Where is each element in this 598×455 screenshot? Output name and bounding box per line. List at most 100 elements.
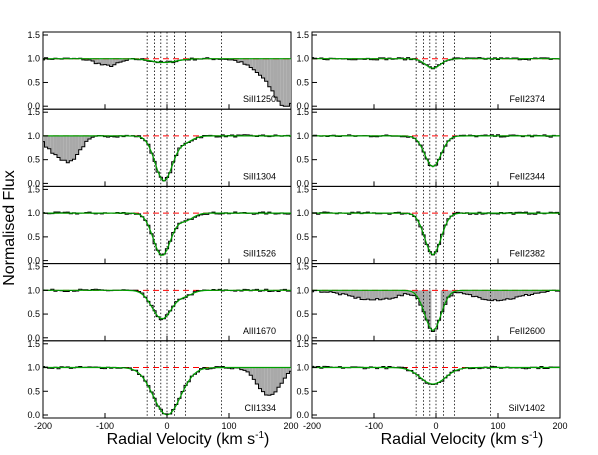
blend-fill [375,290,379,299]
blend-fill [511,290,516,299]
y-tick-label: 0.5 [27,309,40,319]
x-tick-label: 0 [164,421,169,431]
blend-fill [546,290,550,292]
model-fit [43,212,291,257]
model-fit [43,135,291,182]
y-tick-label: 0.5 [27,386,40,396]
data-spectrum [312,134,560,167]
blend-fill [372,290,376,300]
blend-fill [515,290,519,297]
blend-fill [94,58,98,64]
blend-fill [369,290,373,300]
blend-fill [255,367,259,384]
blend-fill [335,290,339,294]
blend-fill [387,290,392,300]
panel-FeII2382: 0.0 0.5 1.0 1.5 FeII2382 [296,184,561,266]
blend-fill [415,290,419,299]
blend-fill [60,135,64,161]
blend-fill [471,290,475,297]
blend-fill [78,135,82,150]
blend-fill [527,290,531,296]
blend-fill [286,58,290,107]
blend-fill [115,58,119,63]
y-tick-label: 0.5 [296,309,309,319]
blend-fill [378,290,382,300]
blend-fill [97,58,101,64]
blend-fill [286,367,290,374]
blend-fill [347,290,351,296]
blend-fill [539,290,543,293]
blend-fill [261,58,265,79]
blend-fill [261,367,265,392]
blend-fill [264,58,268,82]
blend-fill [242,367,247,371]
y-tick-label: 1.0 [27,285,40,295]
blend-fill [112,58,116,65]
y-tick-label: 1.5 [27,339,40,349]
y-tick-label: 1.0 [27,54,40,64]
blend-fill [249,367,253,376]
x-tick-label: 0 [433,421,438,431]
x-axis-label-left: Radial Velocity (km s-1) [107,430,270,448]
blend-fill [267,58,271,87]
blend-fill [484,290,488,300]
y-tick-label: 1.5 [27,184,40,194]
blend-fill [273,58,278,98]
ion-label: FeII2600 [509,326,545,336]
blend-fill [72,135,76,160]
blend-fill [350,290,354,297]
y-tick-label: 0.0 [296,256,309,266]
blend-fill [521,290,525,296]
model-fit [312,135,560,168]
blend-fill [384,290,388,299]
blend-fill [322,290,326,293]
blend-fill [353,290,357,299]
blend-fill [502,290,506,300]
blend-fill [252,58,256,70]
blend-fill [239,58,243,62]
blend-fill [44,135,48,148]
panel-FeII2374: 0.0 0.5 1.0 1.5 FeII2374 [296,30,561,111]
blend-fill [255,58,259,73]
blend-fill [446,290,450,298]
ion-label: SiII1304 [243,171,276,181]
blend-fill [91,58,95,61]
blend-fill [391,290,395,299]
y-tick-label: 1.5 [27,262,40,272]
y-tick-label: 0.5 [296,155,309,165]
blend-fill [87,58,92,61]
blend-fill [443,290,447,305]
blend-fill [53,135,57,155]
panel-SiIV1402: 0.0 0.5 1.0 1.5 SiIV1402 [296,339,561,420]
data-spectrum [312,57,560,70]
blend-fill [356,290,361,298]
x-tick-label: -100 [365,421,383,431]
blend-fill [338,290,342,295]
blend-fill [344,290,348,295]
model-fit [312,366,560,385]
blend-fill [490,290,494,301]
blend-fill [360,290,364,300]
panel-grid: 0.0 0.5 1.0 1.5 SiII1250 0.0 0.5 1.0 1.5 SiII1304… [27,30,567,431]
y-tick-label: 1.0 [296,208,309,218]
blend-fill [264,367,268,396]
x-tick-label: 200 [552,421,567,431]
blend-fill [84,135,88,142]
blend-fill [289,58,291,104]
model-fit [312,212,560,256]
x-tick-label: -200 [34,421,52,431]
ion-label: SiII1526 [243,249,276,259]
y-tick-label: 0.5 [296,386,309,396]
y-tick-label: 0.0 [296,101,309,111]
panel-AlII1670: 0.0 0.5 1.0 1.5 AlII1670 [27,262,292,343]
blend-fill [422,290,426,312]
blend-fill [524,290,528,295]
panel-FeII2600: 0.0 0.5 1.0 1.5 FeII2600 [296,262,561,343]
blend-fill [440,290,444,312]
y-tick-label: 0.5 [27,155,40,165]
blend-fill [406,290,410,295]
x-axis-label-right: Radial Velocity (km s-1) [381,430,544,448]
blend-fill [400,290,404,296]
x-tick-label: 200 [283,421,298,431]
blend-fill [273,367,278,392]
